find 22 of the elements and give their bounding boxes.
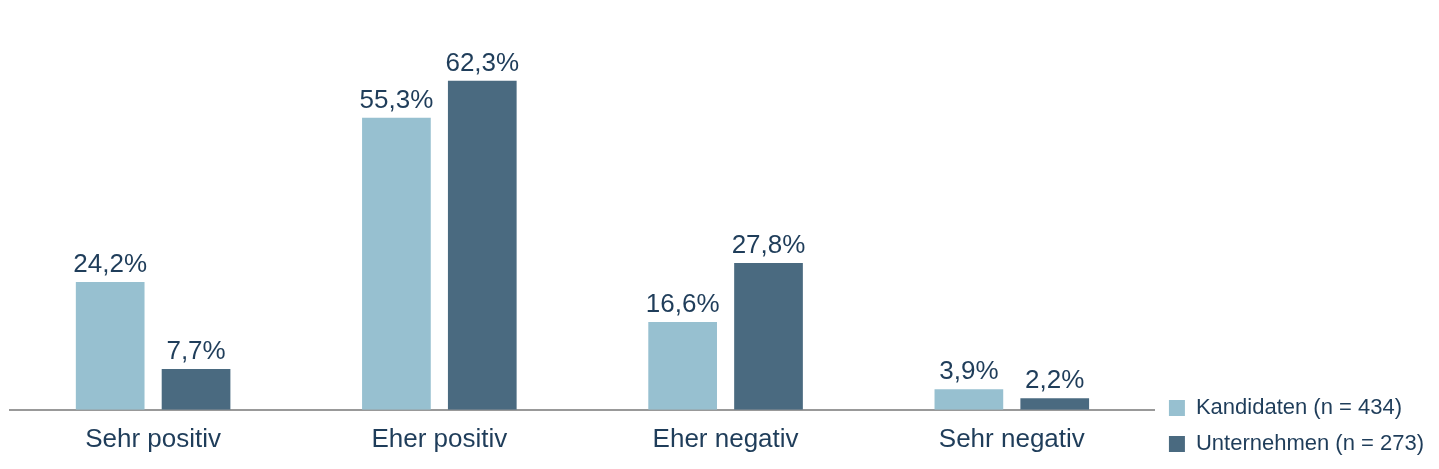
data-label: 62,3% bbox=[445, 46, 520, 77]
data-label: 55,3% bbox=[359, 83, 434, 114]
bar bbox=[75, 281, 145, 410]
data-label: 27,8% bbox=[731, 229, 806, 260]
data-label: 3,9% bbox=[939, 355, 999, 386]
x-tick-label: Sehr positiv bbox=[85, 422, 222, 453]
bar bbox=[161, 369, 231, 410]
bar bbox=[734, 262, 803, 410]
data-label: 16,6% bbox=[645, 288, 720, 319]
data-label: 24,2% bbox=[73, 248, 148, 279]
data-label: 7,7% bbox=[166, 335, 226, 366]
x-tick-label: Eher positiv bbox=[371, 422, 508, 453]
data-label: 2,2% bbox=[1025, 364, 1085, 395]
bar bbox=[362, 117, 431, 410]
x-tick-label: Eher negativ bbox=[652, 422, 799, 453]
legend-label: Unternehmen (n = 273) bbox=[1195, 430, 1424, 456]
legend-label: Kandidaten (n = 434) bbox=[1195, 394, 1403, 420]
x-tick-label: Sehr negativ bbox=[938, 422, 1085, 453]
bar bbox=[934, 389, 1004, 410]
bar bbox=[447, 80, 517, 410]
bar bbox=[648, 322, 717, 410]
bar bbox=[1020, 398, 1090, 410]
